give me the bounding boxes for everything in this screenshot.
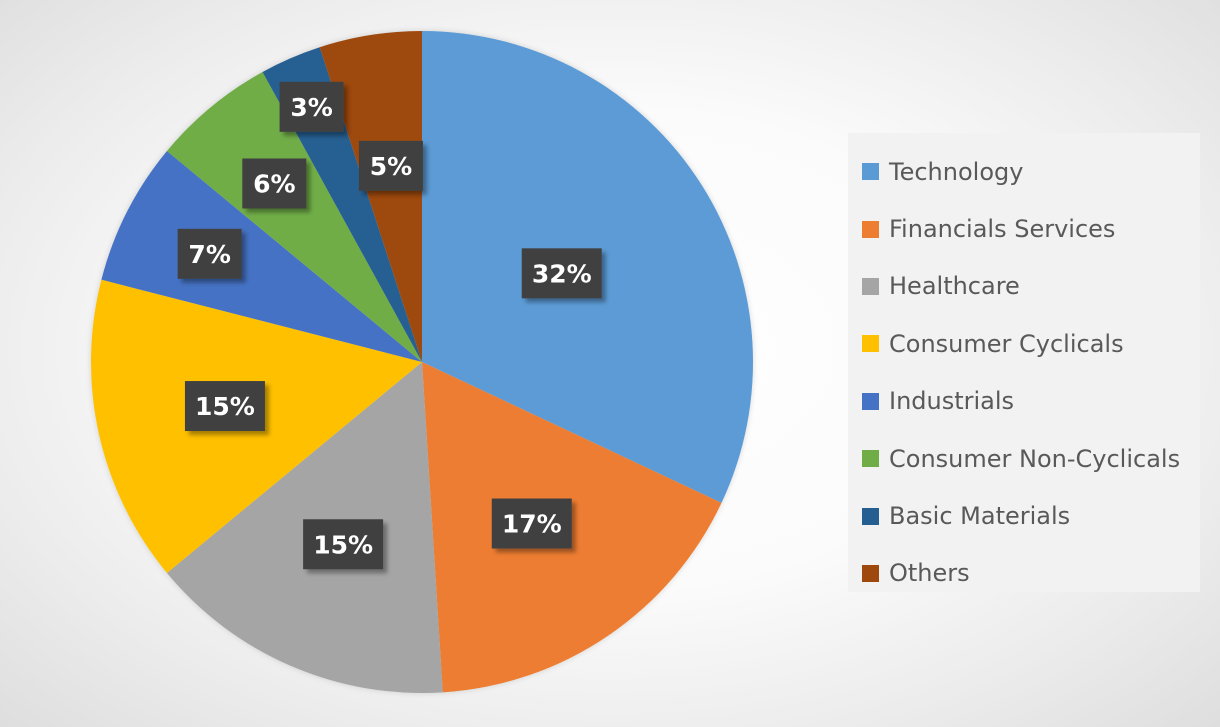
legend-item: Technology xyxy=(848,143,1200,200)
data-label-basic-materials: 3% xyxy=(279,81,344,132)
legend-label: Technology xyxy=(889,157,1024,186)
legend-label: Consumer Non-Cyclicals xyxy=(889,444,1181,473)
legend-item: Basic Materials xyxy=(848,487,1200,544)
legend-label: Healthcare xyxy=(889,272,1020,301)
data-label-box xyxy=(358,140,423,191)
data-label-text: 3% xyxy=(290,93,332,122)
legend-swatch xyxy=(862,450,879,468)
legend-item: Consumer Cyclicals xyxy=(848,315,1200,372)
data-label-consumer-cyclicals: 15% xyxy=(184,381,265,432)
chart-legend: Technology Financials Services Healthcare C… xyxy=(848,133,1200,592)
data-label-box xyxy=(491,498,572,549)
data-label-text: 6% xyxy=(253,169,295,198)
data-label-box xyxy=(303,519,384,570)
data-label-box xyxy=(242,158,307,209)
legend-label: Financials Services xyxy=(889,215,1116,244)
data-label-box xyxy=(184,381,265,432)
data-label-text: 5% xyxy=(370,152,412,181)
legend-swatch xyxy=(862,392,879,410)
data-label-box xyxy=(279,81,344,132)
data-label-healthcare: 15% xyxy=(303,519,384,570)
data-label-technology: 32% xyxy=(521,248,602,299)
pie-slice-industrials xyxy=(101,151,422,362)
data-label-text: 15% xyxy=(313,530,373,559)
legend-swatch xyxy=(862,277,879,295)
data-label-text: 32% xyxy=(532,259,592,288)
data-label-box xyxy=(177,228,242,279)
legend-item: Industrials xyxy=(848,373,1200,430)
legend-item: Healthcare xyxy=(848,258,1200,315)
legend-item: Financials Services xyxy=(848,200,1200,257)
data-label-text: 7% xyxy=(188,240,230,269)
data-label-text: 17% xyxy=(502,510,562,539)
data-label-box xyxy=(521,248,602,299)
data-label-text: 15% xyxy=(195,392,255,421)
legend-swatch xyxy=(862,564,879,582)
legend-label: Consumer Cyclicals xyxy=(889,329,1124,358)
legend-swatch xyxy=(862,507,879,525)
pie-slices xyxy=(90,31,753,693)
legend-item: Others xyxy=(848,545,1200,602)
legend-swatch xyxy=(862,220,879,238)
pie-data-labels: 32% 17% 15% 15% 7% 6% 3% 5% xyxy=(177,81,602,570)
data-label-consumer-non-cyclicals: 6% xyxy=(242,158,307,209)
legend-item: Consumer Non-Cyclicals xyxy=(848,430,1200,487)
legend-label: Basic Materials xyxy=(889,502,1071,531)
legend-label: Industrials xyxy=(889,387,1015,416)
data-label-others: 5% xyxy=(358,140,423,191)
legend-label: Others xyxy=(889,559,970,588)
data-label-industrials: 7% xyxy=(177,228,242,279)
data-label-financials-services: 17% xyxy=(491,498,572,549)
legend-swatch xyxy=(862,163,879,181)
pie-slice-others xyxy=(319,31,422,362)
pie-slice-consumer-non-cyclicals xyxy=(166,71,422,362)
legend-swatch xyxy=(862,335,879,353)
